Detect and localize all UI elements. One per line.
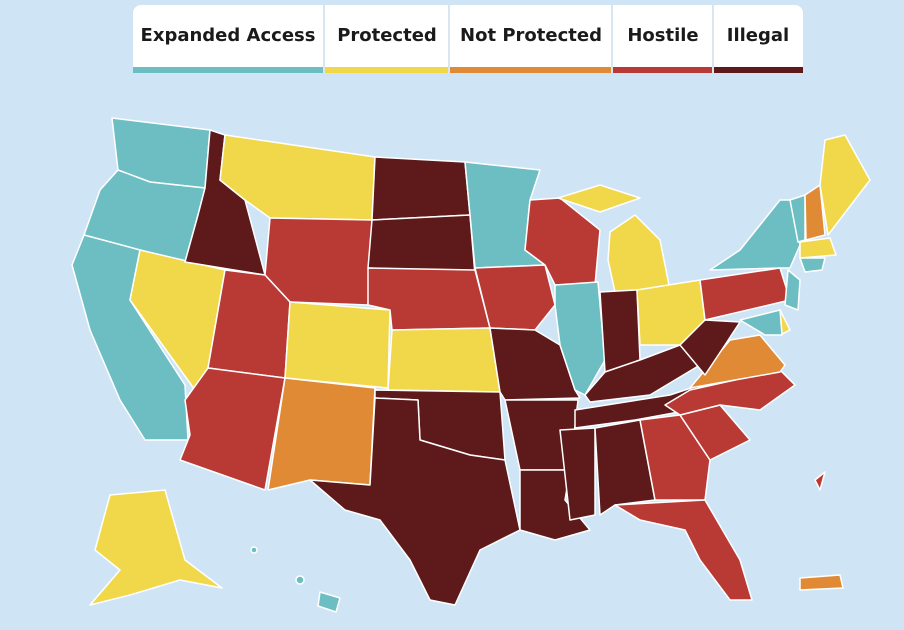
territory-vi[interactable] bbox=[814, 471, 826, 491]
state-co[interactable] bbox=[284, 301, 391, 389]
state-hi-island[interactable] bbox=[250, 546, 258, 554]
legend-label[interactable]: Illegal bbox=[727, 25, 789, 46]
state-tx[interactable] bbox=[309, 397, 521, 606]
state-me[interactable] bbox=[819, 134, 871, 236]
legend-strip bbox=[612, 67, 713, 73]
legend-label[interactable]: Not Protected bbox=[460, 25, 602, 46]
state-ak[interactable] bbox=[89, 489, 223, 606]
state-nm[interactable] bbox=[267, 377, 376, 491]
legend-strip bbox=[133, 67, 324, 73]
legend-strip bbox=[449, 67, 612, 73]
state-ct-ri[interactable] bbox=[799, 257, 826, 273]
state-fl[interactable] bbox=[614, 499, 753, 601]
legend: Expanded Access Protected Not Protected … bbox=[133, 5, 803, 73]
state-hi-island[interactable] bbox=[295, 575, 305, 585]
state-ms[interactable] bbox=[559, 427, 596, 521]
state-wy[interactable] bbox=[264, 217, 373, 306]
state-vt[interactable] bbox=[789, 194, 806, 243]
state-nc[interactable] bbox=[664, 369, 796, 416]
legend-strip bbox=[324, 67, 449, 73]
state-nd[interactable] bbox=[371, 156, 471, 221]
state-ks[interactable] bbox=[387, 327, 501, 393]
state-mi-up[interactable] bbox=[557, 184, 641, 213]
us-map bbox=[71, 117, 871, 613]
state-ma[interactable] bbox=[799, 237, 837, 259]
legend-box bbox=[133, 5, 803, 73]
state-nj[interactable] bbox=[784, 269, 801, 311]
territory-pr[interactable] bbox=[799, 574, 844, 591]
state-hi[interactable] bbox=[317, 591, 341, 613]
state-mo[interactable] bbox=[489, 327, 581, 401]
state-al[interactable] bbox=[594, 419, 656, 516]
legend-label[interactable]: Hostile bbox=[627, 25, 698, 46]
state-sd[interactable] bbox=[367, 214, 476, 276]
state-il[interactable] bbox=[554, 281, 606, 396]
state-md[interactable] bbox=[739, 309, 783, 336]
legend-strip bbox=[713, 67, 803, 73]
state-ia[interactable] bbox=[474, 264, 556, 331]
legend-label[interactable]: Protected bbox=[337, 25, 437, 46]
state-ga[interactable] bbox=[639, 414, 711, 501]
legend-label[interactable]: Expanded Access bbox=[141, 25, 316, 46]
state-nh[interactable] bbox=[804, 184, 826, 241]
state-wv[interactable] bbox=[679, 319, 741, 376]
state-in[interactable] bbox=[599, 289, 641, 373]
